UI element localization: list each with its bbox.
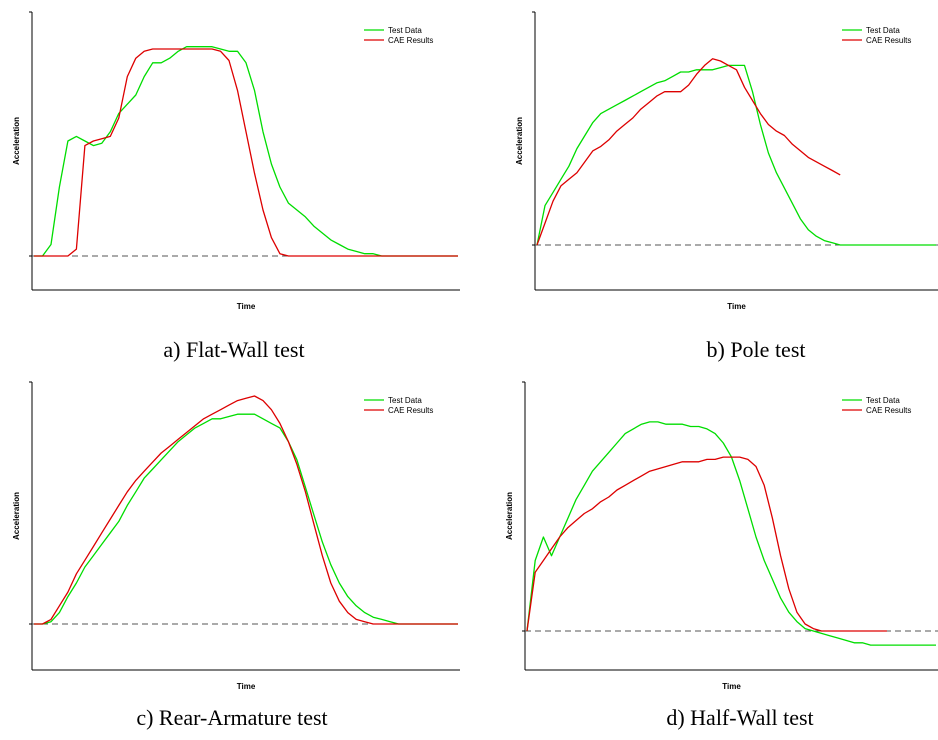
x-axis-label: Time (237, 682, 256, 691)
panel-caption: a) Flat-Wall test (163, 337, 304, 362)
series-line-cae-results (34, 48, 458, 257)
legend-label: CAE Results (388, 406, 433, 415)
series-line-cae-results (526, 456, 887, 632)
y-axis-label: Acceleration (12, 492, 21, 540)
legend-label: Test Data (866, 396, 900, 405)
x-axis-label: Time (722, 682, 741, 691)
series-line-test-data (526, 421, 936, 646)
series-line-test-data (34, 413, 458, 625)
legend-label: CAE Results (866, 406, 911, 415)
series-line-cae-results (34, 395, 458, 625)
y-axis-label: Acceleration (12, 117, 21, 165)
panel-caption: c) Rear-Armature test (136, 705, 327, 730)
legend-label: CAE Results (866, 36, 911, 45)
series-line-test-data (34, 46, 458, 257)
panel-caption: b) Pole test (707, 337, 806, 362)
legend-label: Test Data (388, 396, 422, 405)
legend-label: Test Data (866, 26, 900, 35)
y-axis-label: Acceleration (505, 492, 514, 540)
series-line-cae-results (536, 58, 841, 246)
panel-caption: d) Half-Wall test (666, 705, 813, 730)
legend-label: Test Data (388, 26, 422, 35)
legend-label: CAE Results (388, 36, 433, 45)
x-axis-label: Time (727, 302, 746, 311)
series-line-test-data (536, 64, 936, 246)
x-axis-label: Time (237, 302, 256, 311)
y-axis-label: Acceleration (515, 117, 524, 165)
